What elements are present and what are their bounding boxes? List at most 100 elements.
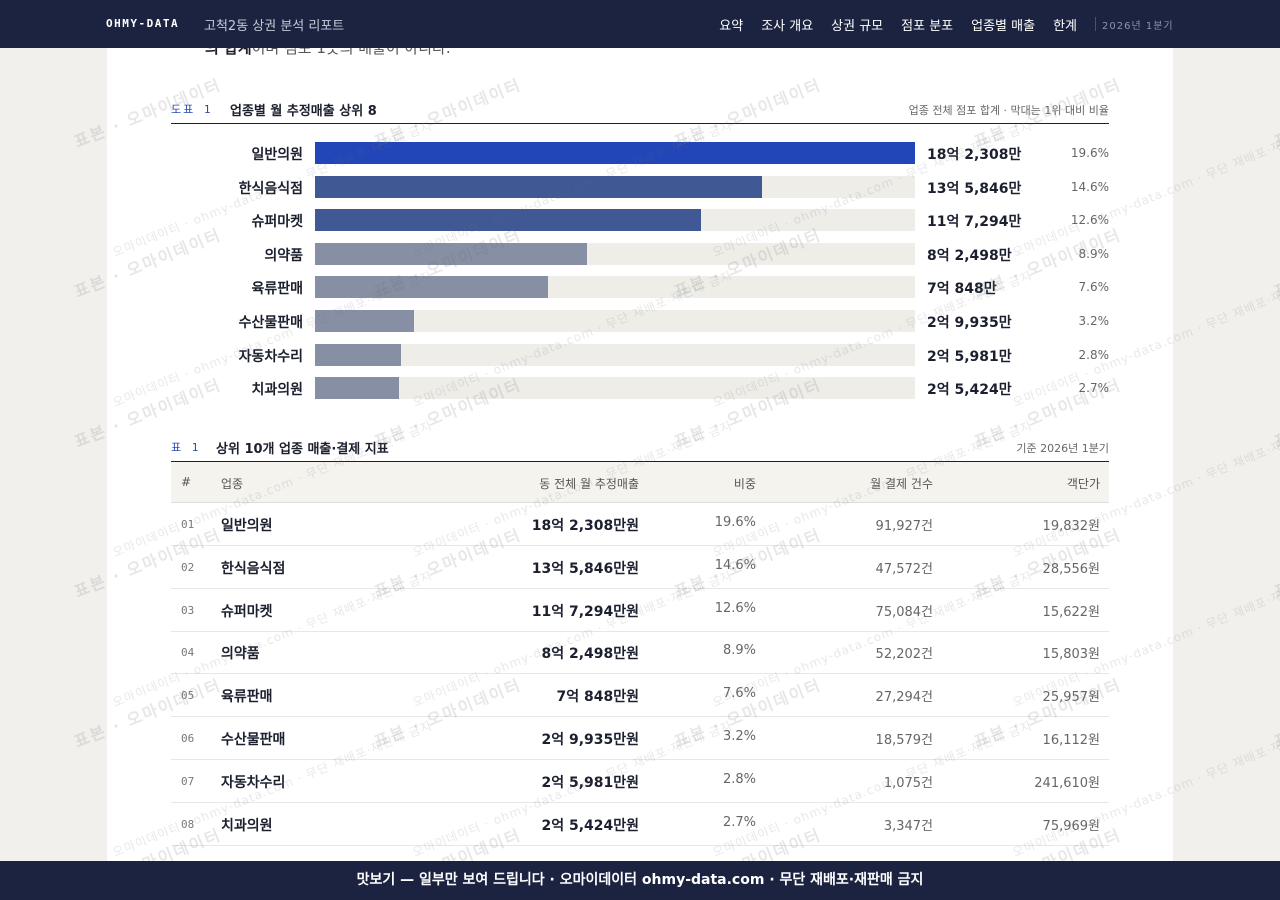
cell-industry: 슈퍼마켓 (221, 603, 273, 620)
nav-menu: 요약 조사 개요 상권 규모 점포 분포 업종별 매출 한계 2026년 1분기 (719, 0, 1174, 48)
bar-track (315, 142, 915, 164)
table-number: 표 1 (171, 441, 201, 454)
column-header-payment-count: 월 결제 건수 (870, 477, 933, 491)
bar-fill (315, 343, 401, 366)
figure-title: 업종별 월 추정매출 상위 8 (230, 104, 377, 119)
brand-logo[interactable]: OHMY-DATA (106, 17, 180, 30)
column-header-rank: # (181, 475, 192, 489)
cell-average-order-value: 15,622원 (1042, 604, 1100, 620)
paragraph-text: 이며 점포 1곳의 매출이 아니다. (251, 48, 451, 57)
cell-industry: 치과의원 (221, 817, 273, 834)
cell-share: 7.6% (722, 686, 756, 702)
cell-payment-count: 47,572건 (875, 561, 933, 577)
bar-category-label: 자동차수리 (238, 348, 303, 365)
bar-share-label: 3.2% (1078, 314, 1110, 328)
column-header-monthly-sales: 동 전체 월 추정매출 (539, 477, 639, 491)
bar-share-label: 8.9% (1078, 246, 1110, 261)
bar-value-label: 2억 9,935만 (927, 315, 1012, 331)
cell-rank: 02 (181, 560, 195, 574)
column-header-average-order-value: 객단가 (1066, 477, 1100, 491)
bar-row: 육류판매 7억 848만 7.6% (171, 276, 1109, 299)
cell-average-order-value: 75,969원 (1042, 818, 1100, 834)
bar-row: 일반의원 18억 2,308만 19.6% (171, 142, 1109, 164)
cell-industry: 한식음식점 (221, 560, 286, 577)
nav-item-market-size[interactable]: 상권 규모 (831, 18, 884, 34)
nav-item-store-distribution[interactable]: 점포 분포 (901, 18, 954, 34)
watermark-text: 표본 · 오마이데이터 (1271, 675, 1280, 752)
table-title: 상위 10개 업종 매출·결제 지표 (216, 442, 389, 457)
table-row: 04 의약품 8억 2,498만원 8.9% 52,202건 15,803원 (171, 631, 1109, 675)
watermark-text: 표본 · 오마이데이터 (1271, 75, 1280, 152)
table-header-row: # 업종 동 전체 월 추정매출 비중 월 결제 건수 객단가 (171, 462, 1109, 503)
bar-fill (315, 209, 701, 232)
bar-value-label: 7억 848만 (927, 281, 997, 298)
bar-value-label: 8억 2,498만 (927, 247, 1012, 264)
nav-item-summary[interactable]: 요약 (719, 18, 744, 34)
cell-payment-count: 1,075건 (883, 775, 933, 791)
table-note: 기준 2026년 1분기 (1016, 442, 1109, 455)
bar-category-label: 슈퍼마켓 (251, 214, 303, 231)
bar-value-label: 18억 2,308만 (927, 147, 1022, 163)
watermark-text: 표본 · 오마이데이터 (1271, 225, 1280, 302)
cell-average-order-value: 28,556원 (1042, 561, 1100, 577)
nav-item-survey-overview[interactable]: 조사 개요 (761, 18, 814, 34)
bar-category-label: 한식음식점 (238, 180, 303, 197)
paragraph-fragment: 의 합계이며 점포 1곳의 매출이 아니다. (205, 48, 451, 58)
bar-fill (315, 377, 399, 400)
cell-monthly-sales: 8억 2,498만원 (541, 646, 639, 663)
cell-share: 3.2% (722, 729, 756, 744)
cell-monthly-sales: 2억 5,424만원 (541, 817, 639, 834)
cell-rank: 08 (181, 817, 195, 831)
table-row: 08 치과의원 2억 5,424만원 2.7% 3,347건 75,969원 (171, 803, 1109, 846)
cell-monthly-sales: 11억 7,294만원 (531, 603, 639, 620)
bar-fill (315, 142, 915, 164)
cell-rank: 06 (181, 732, 195, 745)
bar-track (315, 276, 915, 299)
table-section-header: 표 1 상위 10개 업종 매출·결제 지표 기준 2026년 1분기 (171, 432, 1109, 462)
cell-payment-count: 27,294건 (875, 690, 933, 706)
cell-monthly-sales: 2억 5,981만원 (541, 774, 639, 791)
cell-monthly-sales: 7억 848만원 (556, 689, 639, 706)
bar-category-label: 의약품 (264, 247, 303, 264)
bar-value-label: 13억 5,846만 (927, 180, 1022, 197)
figure-number: 도표 1 (171, 103, 213, 116)
cell-share: 19.6% (714, 515, 756, 530)
figure-note: 업종 전체 점포 합계 · 막대는 1위 대비 비율 (908, 104, 1109, 117)
preview-footer-banner: 맛보기 — 일부만 보여 드립니다 · 오마이데이터 ohmy-data.com… (0, 861, 1280, 900)
cell-average-order-value: 241,610원 (1034, 775, 1100, 791)
column-header-industry: 업종 (221, 477, 244, 491)
cell-share: 2.8% (722, 771, 756, 787)
nav-item-limitations[interactable]: 한계 (1053, 18, 1077, 34)
table-row: 02 한식음식점 13억 5,846만원 14.6% 47,572건 28,556원 (171, 546, 1109, 589)
bar-value-label: 11억 7,294만 (927, 214, 1022, 231)
cell-share: 2.7% (722, 814, 756, 830)
bar-share-label: 2.8% (1078, 347, 1110, 362)
bar-track (315, 310, 915, 332)
cell-average-order-value: 15,803원 (1042, 647, 1100, 663)
cell-average-order-value: 25,957원 (1042, 690, 1100, 706)
cell-industry: 자동차수리 (221, 774, 286, 791)
cell-payment-count: 18,579건 (875, 733, 933, 748)
cell-share: 12.6% (714, 600, 756, 616)
cell-share: 14.6% (714, 557, 756, 573)
nav-item-sales-by-industry[interactable]: 업종별 매출 (971, 18, 1036, 34)
cell-monthly-sales: 2억 9,935만원 (541, 732, 639, 748)
bar-fill (315, 242, 587, 265)
bar-track (315, 377, 915, 400)
bar-category-label: 일반의원 (251, 147, 303, 163)
paragraph-bold-text: 의 합계 (205, 48, 252, 57)
bar-category-label: 치과의원 (251, 382, 303, 399)
bar-category-label: 육류판매 (251, 281, 303, 298)
bar-share-label: 12.6% (1070, 213, 1109, 228)
table-row: 06 수산물판매 2억 9,935만원 3.2% 18,579건 16,112원 (171, 717, 1109, 760)
bar-track (315, 175, 915, 198)
cell-rank: 07 (181, 774, 195, 788)
bar-row: 수산물판매 2억 9,935만 3.2% (171, 310, 1109, 332)
cell-monthly-sales: 18억 2,308만원 (531, 518, 639, 534)
column-header-share: 비중 (733, 477, 756, 491)
watermark-text: 표본 · 오마이데이터 (1271, 525, 1280, 602)
bar-row: 의약품 8억 2,498만 8.9% (171, 242, 1110, 265)
cell-share: 8.9% (722, 643, 756, 659)
table-row: 01 일반의원 18억 2,308만원 19.6% 91,927건 19,832원 (171, 503, 1109, 546)
bar-share-label: 19.6% (1070, 146, 1109, 160)
